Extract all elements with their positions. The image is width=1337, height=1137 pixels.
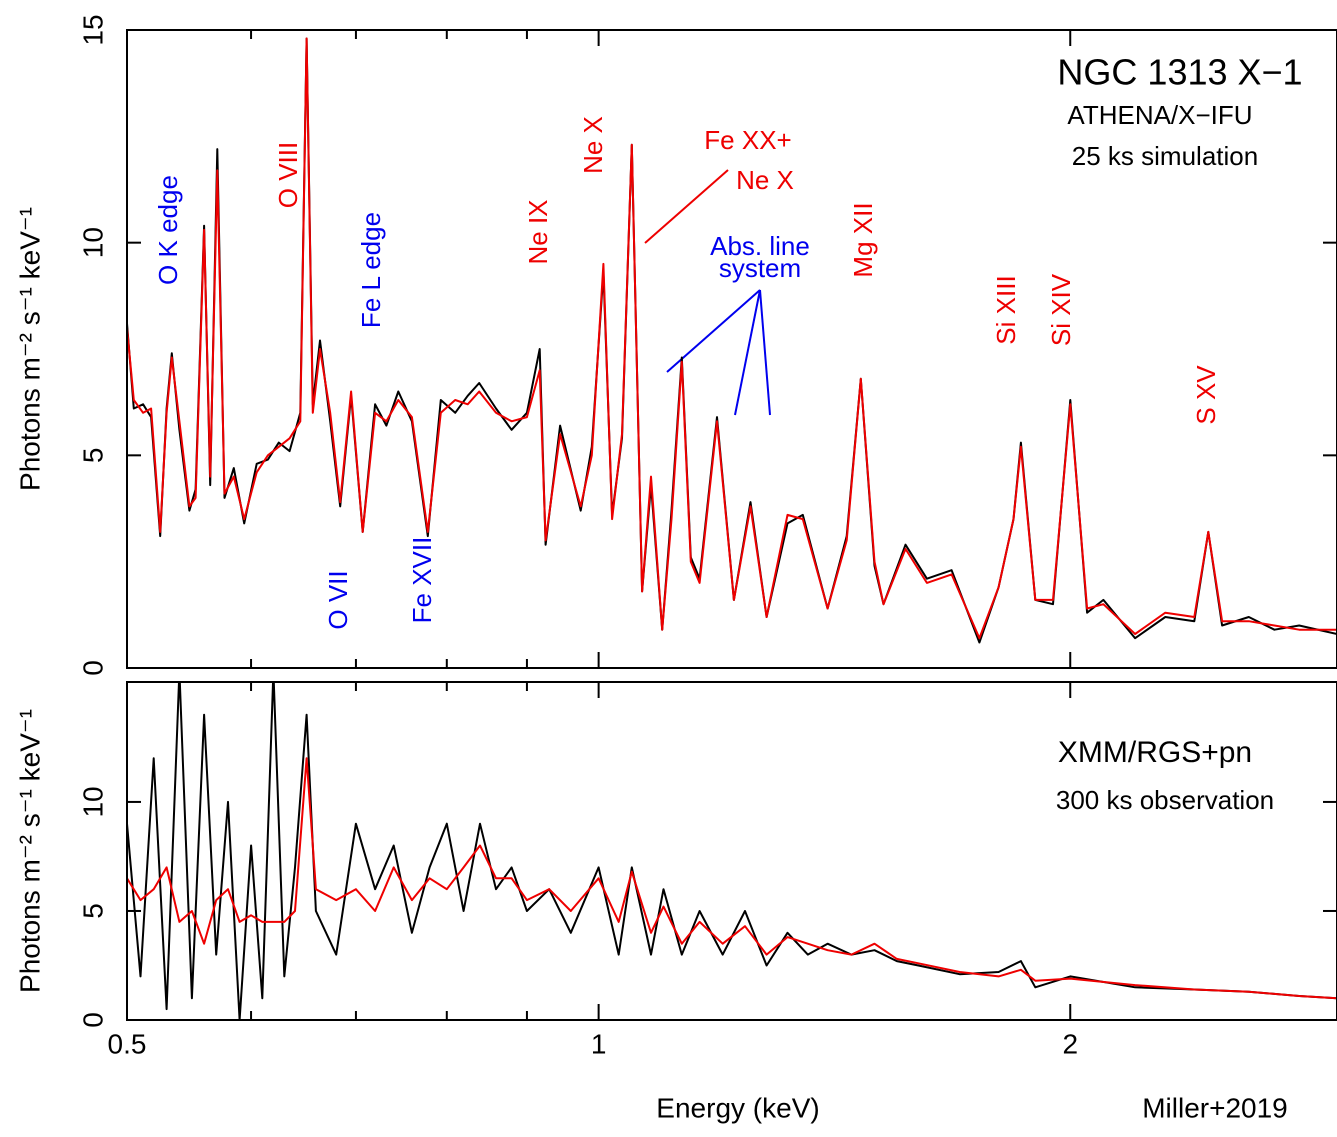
panel-label: 25 ks simulation xyxy=(1072,141,1258,171)
y-tick-label: 10 xyxy=(77,227,108,258)
plot-frame xyxy=(126,681,1337,1021)
plot-frame xyxy=(126,29,1337,669)
y-tick-label: 5 xyxy=(77,448,108,464)
series-line xyxy=(127,37,1337,640)
y-tick-label: 10 xyxy=(77,786,108,817)
credit: Miller+2019 xyxy=(1142,1092,1288,1123)
line-annotation: Fe XX+ xyxy=(704,125,791,155)
line-annotation: system xyxy=(719,253,801,283)
line-annotation: O VII xyxy=(323,570,353,629)
line-annotation: Fe L edge xyxy=(356,212,386,328)
series-line xyxy=(127,757,1337,1000)
line-annotation: Mg XII xyxy=(848,202,878,277)
line-annotation: Abs. line xyxy=(710,231,810,261)
x-tick-label: 1 xyxy=(591,1028,607,1059)
line-annotation: Ne X xyxy=(736,165,794,195)
panel-label: XMM/RGS+pn xyxy=(1058,736,1252,769)
line-annotation: Si XIV xyxy=(1046,273,1076,346)
pointer xyxy=(734,289,761,416)
y-axis-title: Photons m⁻² s⁻¹ keV⁻¹ xyxy=(14,709,45,993)
x-tick-label: 2 xyxy=(1062,1028,1078,1059)
line-annotation: S XV xyxy=(1191,365,1221,425)
panel-label: 300 ks observation xyxy=(1056,785,1274,815)
y-tick-label: 15 xyxy=(77,14,108,45)
y-tick-label: 5 xyxy=(77,903,108,919)
y-axis-title: Photons m⁻² s⁻¹ keV⁻¹ xyxy=(14,207,45,491)
pointer-lines xyxy=(644,169,771,416)
line-annotation: Ne X xyxy=(578,116,608,174)
series-line xyxy=(127,682,1337,1020)
line-annotation: Fe XVII xyxy=(407,537,437,624)
y-tick-label: 0 xyxy=(77,660,108,676)
panel-label: ATHENA/X−IFU xyxy=(1067,100,1252,130)
line-annotation: O VIII xyxy=(273,142,303,208)
line-annotation: O K edge xyxy=(153,175,183,285)
panel-label: NGC 1313 X−1 xyxy=(1057,52,1302,93)
line-annotation: Ne IX xyxy=(523,199,553,264)
pointer xyxy=(759,289,771,416)
line-annotation: Si XIII xyxy=(991,275,1021,344)
y-tick-label: 0 xyxy=(77,1012,108,1028)
x-tick-label: 0.5 xyxy=(108,1028,147,1059)
x-axis-title: Energy (keV) xyxy=(656,1092,819,1123)
pointer xyxy=(644,169,729,244)
